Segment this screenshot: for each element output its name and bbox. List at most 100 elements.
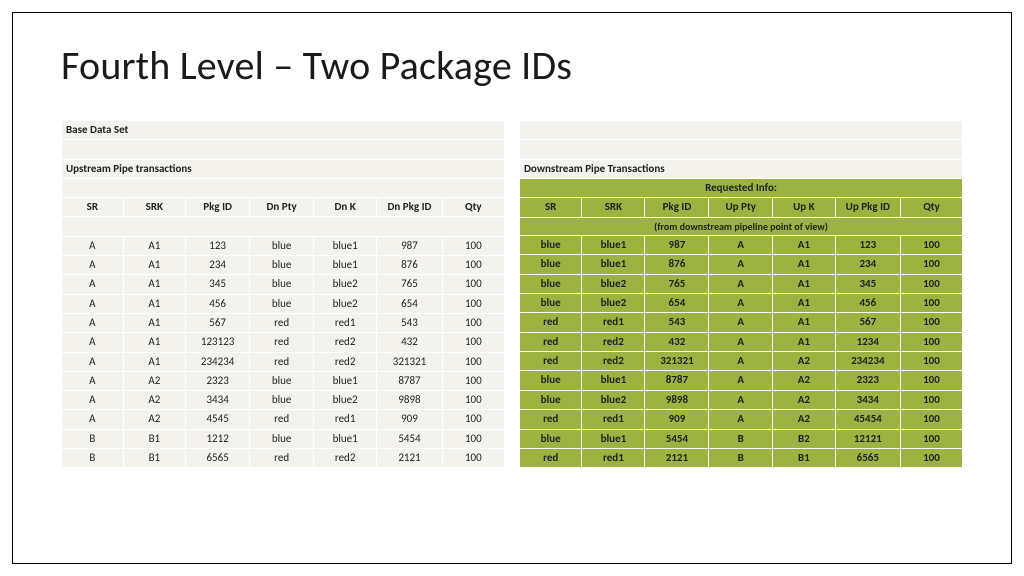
col-uppty: Up Pty [709, 198, 773, 217]
table-cell: blue1 [314, 371, 377, 390]
table-cell: A1 [123, 256, 185, 275]
table-cell: A [709, 235, 773, 254]
table-cell: 100 [900, 371, 962, 390]
table-cell: blue [520, 274, 582, 293]
table-cell: 100 [900, 390, 962, 409]
table-cell: 543 [377, 313, 442, 332]
col-pkgid: Pkg ID [645, 198, 709, 217]
table-cell: A2 [773, 352, 836, 371]
table-cell: blue1 [314, 256, 377, 275]
table-cell: blue [520, 429, 582, 448]
table-cell: 2323 [186, 371, 250, 390]
table-cell: A1 [123, 313, 185, 332]
downstream-header-row: SR SRK Pkg ID Up Pty Up K Up Pkg ID Qty [520, 198, 963, 217]
table-cell: 1212 [186, 429, 250, 448]
table-cell: 432 [645, 332, 709, 351]
table-row: AA1345blueblue2765100 [62, 275, 505, 294]
col-dnpty: Dn Pty [250, 198, 314, 217]
upstream-table: Base Data Set Upstream Pipe transactions… [61, 120, 505, 468]
table-cell: A [62, 313, 124, 332]
table-cell: 321321 [377, 352, 442, 371]
table-cell: 909 [645, 410, 709, 429]
table-row: redred1543AA1567100 [520, 313, 963, 332]
table-cell: 5454 [377, 429, 442, 448]
col-upk: Up K [773, 198, 836, 217]
col-srk: SRK [582, 198, 645, 217]
table-cell: 321321 [645, 352, 709, 371]
table-row: redred2321321AA2234234100 [520, 352, 963, 371]
spacer-row [62, 217, 505, 236]
table-cell: 456 [835, 293, 900, 312]
col-srk: SRK [123, 198, 185, 217]
table-cell: 9898 [377, 391, 442, 410]
table-cell: A2 [123, 391, 185, 410]
table-cell: A [709, 255, 773, 274]
table-cell: red2 [314, 449, 377, 468]
table-cell: blue [250, 294, 314, 313]
table-cell: A [62, 256, 124, 275]
table-cell: 654 [377, 294, 442, 313]
table-cell: 5454 [645, 429, 709, 448]
table-row: AA24545redred1909100 [62, 410, 505, 429]
table-cell: 100 [900, 352, 962, 371]
table-cell: B1 [773, 448, 836, 467]
table-cell: red1 [582, 410, 645, 429]
table-cell: A [709, 274, 773, 293]
table-cell: blue2 [582, 293, 645, 312]
table-cell: 909 [377, 410, 442, 429]
table-row: BB16565redred22121100 [62, 449, 505, 468]
col-dnk: Dn K [314, 198, 377, 217]
table-cell: 2121 [377, 449, 442, 468]
downstream-table: Downstream Pipe Transactions Requested I… [519, 120, 963, 468]
downstream-label-row: Downstream Pipe Transactions [520, 159, 963, 178]
pov-label: (from downstream pipeline point of view) [520, 217, 963, 235]
table-cell: 234234 [835, 352, 900, 371]
table-row: blueblue29898AA23434100 [520, 390, 963, 409]
table-cell: 567 [835, 313, 900, 332]
table-cell: blue2 [582, 274, 645, 293]
table-cell: A1 [773, 293, 836, 312]
table-cell: B1 [123, 449, 185, 468]
table-row: AA1456blueblue2654100 [62, 294, 505, 313]
table-cell: blue [250, 256, 314, 275]
table-cell: A1 [123, 236, 185, 255]
base-label-row: Base Data Set [62, 121, 505, 140]
table-cell: 234234 [186, 352, 250, 371]
table-cell: red [520, 448, 582, 467]
col-sr: SR [520, 198, 582, 217]
table-cell: B [62, 429, 124, 448]
table-row: BB11212blueblue15454100 [62, 429, 505, 448]
table-row: AA1234blueblue1876100 [62, 256, 505, 275]
table-cell: blue [250, 275, 314, 294]
table-cell: 100 [442, 352, 504, 371]
table-cell: A [62, 352, 124, 371]
table-cell: 45454 [835, 410, 900, 429]
table-cell: red [250, 352, 314, 371]
table-row: AA1567redred1543100 [62, 313, 505, 332]
table-cell: blue [520, 255, 582, 274]
table-cell: 100 [442, 294, 504, 313]
table-cell: red2 [314, 333, 377, 352]
pov-row: (from downstream pipeline point of view) [520, 217, 963, 235]
table-cell: 345 [835, 274, 900, 293]
table-cell: 8787 [645, 371, 709, 390]
table-cell: blue2 [582, 390, 645, 409]
table-cell: A1 [123, 294, 185, 313]
table-cell: blue [520, 371, 582, 390]
table-cell: A [62, 294, 124, 313]
table-cell: 765 [377, 275, 442, 294]
table-cell: A2 [773, 410, 836, 429]
table-cell: red [250, 313, 314, 332]
table-cell: red [250, 449, 314, 468]
table-row: redred1909AA245454100 [520, 410, 963, 429]
table-cell: A [709, 390, 773, 409]
table-cell: 6565 [835, 448, 900, 467]
table-cell: A [709, 313, 773, 332]
table-cell: blue [250, 236, 314, 255]
table-cell: 987 [645, 235, 709, 254]
spacer-row [520, 140, 963, 159]
table-cell: A [62, 410, 124, 429]
requested-label: Requested Info: [520, 179, 963, 198]
table-cell: 2323 [835, 371, 900, 390]
table-cell: 345 [186, 275, 250, 294]
